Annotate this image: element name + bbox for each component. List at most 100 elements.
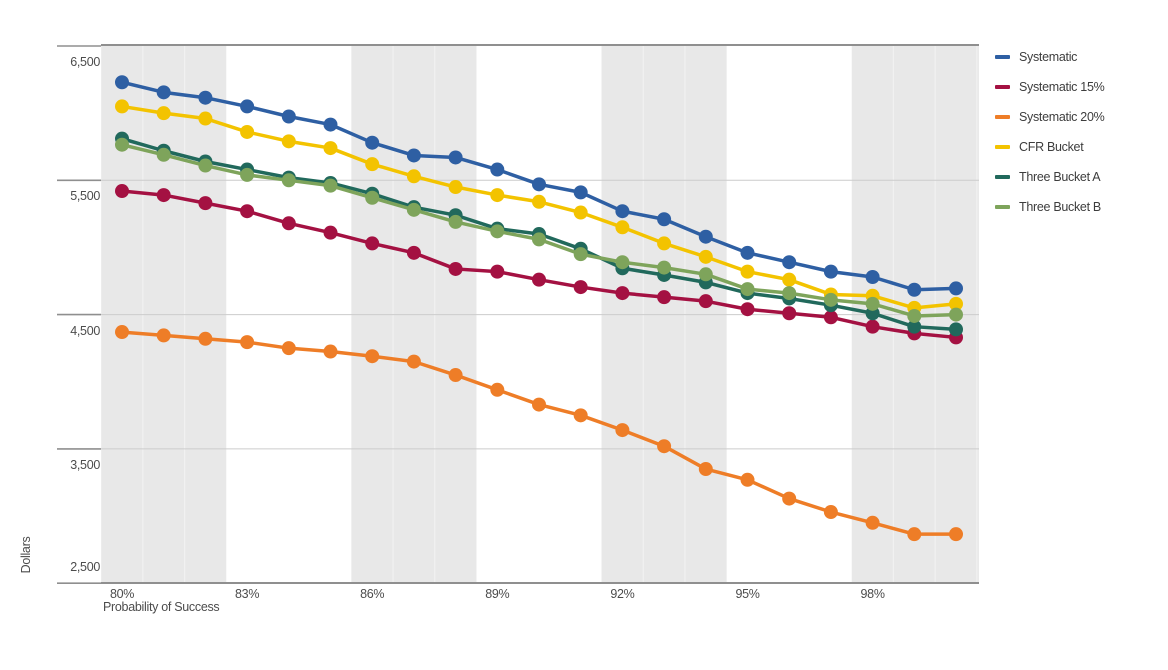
data-point [657, 212, 672, 227]
data-point [865, 515, 880, 530]
x-tick-label: 89% [485, 587, 510, 601]
data-point [406, 245, 421, 260]
data-point [198, 90, 213, 105]
data-point [240, 124, 255, 139]
y-tick-label: 5,500 [70, 189, 100, 204]
data-point [448, 368, 463, 383]
data-point [323, 344, 338, 359]
legend-swatch-icon [995, 55, 1010, 59]
data-point [615, 286, 630, 301]
y-tick-label: 6,500 [70, 55, 100, 69]
data-point [573, 247, 588, 262]
data-point [448, 214, 463, 229]
data-point [657, 439, 672, 454]
data-point [573, 205, 588, 220]
y-tick-label: 2,500 [70, 560, 100, 575]
legend-item-three-bucket-b[interactable]: Three Bucket B [995, 192, 1104, 222]
data-point [865, 269, 880, 284]
data-point [698, 249, 713, 264]
data-point [448, 150, 463, 165]
data-point [782, 255, 797, 270]
x-tick-label: 92% [610, 587, 635, 601]
data-point [240, 204, 255, 219]
x-tick-label: 80% [109, 587, 135, 601]
data-point [115, 99, 129, 114]
data-point [240, 167, 255, 182]
data-point [156, 328, 171, 343]
data-point [823, 264, 838, 279]
data-point [782, 306, 797, 321]
data-point [365, 135, 380, 150]
data-point [615, 204, 630, 219]
data-point [115, 325, 129, 340]
data-point [865, 296, 880, 311]
legend-swatch-icon [995, 115, 1010, 119]
data-point [823, 505, 838, 520]
background-band [601, 44, 727, 583]
legend-label: Systematic [1019, 50, 1078, 64]
data-point [365, 157, 380, 172]
data-point [823, 292, 838, 307]
data-point [949, 322, 963, 337]
data-point [532, 177, 546, 192]
data-point [657, 236, 672, 251]
data-point [490, 162, 505, 177]
legend-swatch-icon [995, 175, 1010, 179]
data-point [240, 99, 255, 114]
data-point [490, 188, 505, 203]
data-point [657, 290, 672, 305]
data-point [782, 272, 797, 287]
legend-item-systematic[interactable]: Systematic [995, 42, 1104, 72]
data-point [573, 280, 588, 295]
data-point [532, 272, 546, 287]
legend-label: Three Bucket B [1019, 200, 1101, 214]
data-point [448, 261, 463, 276]
data-point [240, 335, 255, 350]
data-point [198, 158, 213, 173]
data-point [281, 173, 296, 188]
data-point [323, 178, 338, 193]
data-point [490, 224, 505, 239]
legend-item-systematic-20-[interactable]: Systematic 20% [995, 102, 1105, 132]
legend-label: Systematic 15% [1019, 80, 1105, 94]
background-band [351, 44, 477, 583]
data-point [156, 188, 171, 203]
data-point [156, 85, 171, 100]
legend-label: Systematic 20% [1019, 110, 1105, 124]
x-tick-label: 86% [360, 587, 385, 601]
data-point [323, 141, 338, 156]
data-point [573, 408, 588, 423]
x-axis-title: Probability of Success [103, 600, 220, 614]
data-point [949, 527, 963, 542]
data-point [532, 194, 546, 209]
data-point [782, 286, 797, 301]
data-point [907, 527, 922, 542]
data-point [907, 282, 922, 297]
data-point [406, 169, 421, 184]
data-point [573, 185, 588, 200]
legend-item-systematic-15-[interactable]: Systematic 15% [995, 72, 1105, 102]
legend-swatch-icon [995, 85, 1010, 89]
y-tick-label: 4,500 [70, 323, 100, 338]
data-point [198, 196, 213, 211]
legend-item-cfr-bucket[interactable]: CFR Bucket [995, 132, 1104, 162]
data-point [698, 267, 713, 282]
data-point [281, 341, 296, 356]
legend: Systematic Systematic 15% Systematic 20% CF… [995, 42, 1105, 222]
data-point [156, 147, 171, 162]
legend-swatch-icon [995, 205, 1010, 209]
data-point [823, 310, 838, 325]
data-point [281, 109, 296, 124]
x-tick-label: 83% [235, 587, 260, 601]
data-point [615, 220, 630, 235]
legend-item-three-bucket-a[interactable]: Three Bucket A [995, 162, 1104, 192]
legend-label: CFR Bucket [1019, 140, 1084, 154]
data-point [198, 111, 213, 126]
data-point [365, 349, 380, 364]
series-line-systematic-20- [121, 330, 956, 536]
data-point [907, 319, 922, 334]
data-point [365, 236, 380, 251]
data-point [615, 423, 630, 438]
